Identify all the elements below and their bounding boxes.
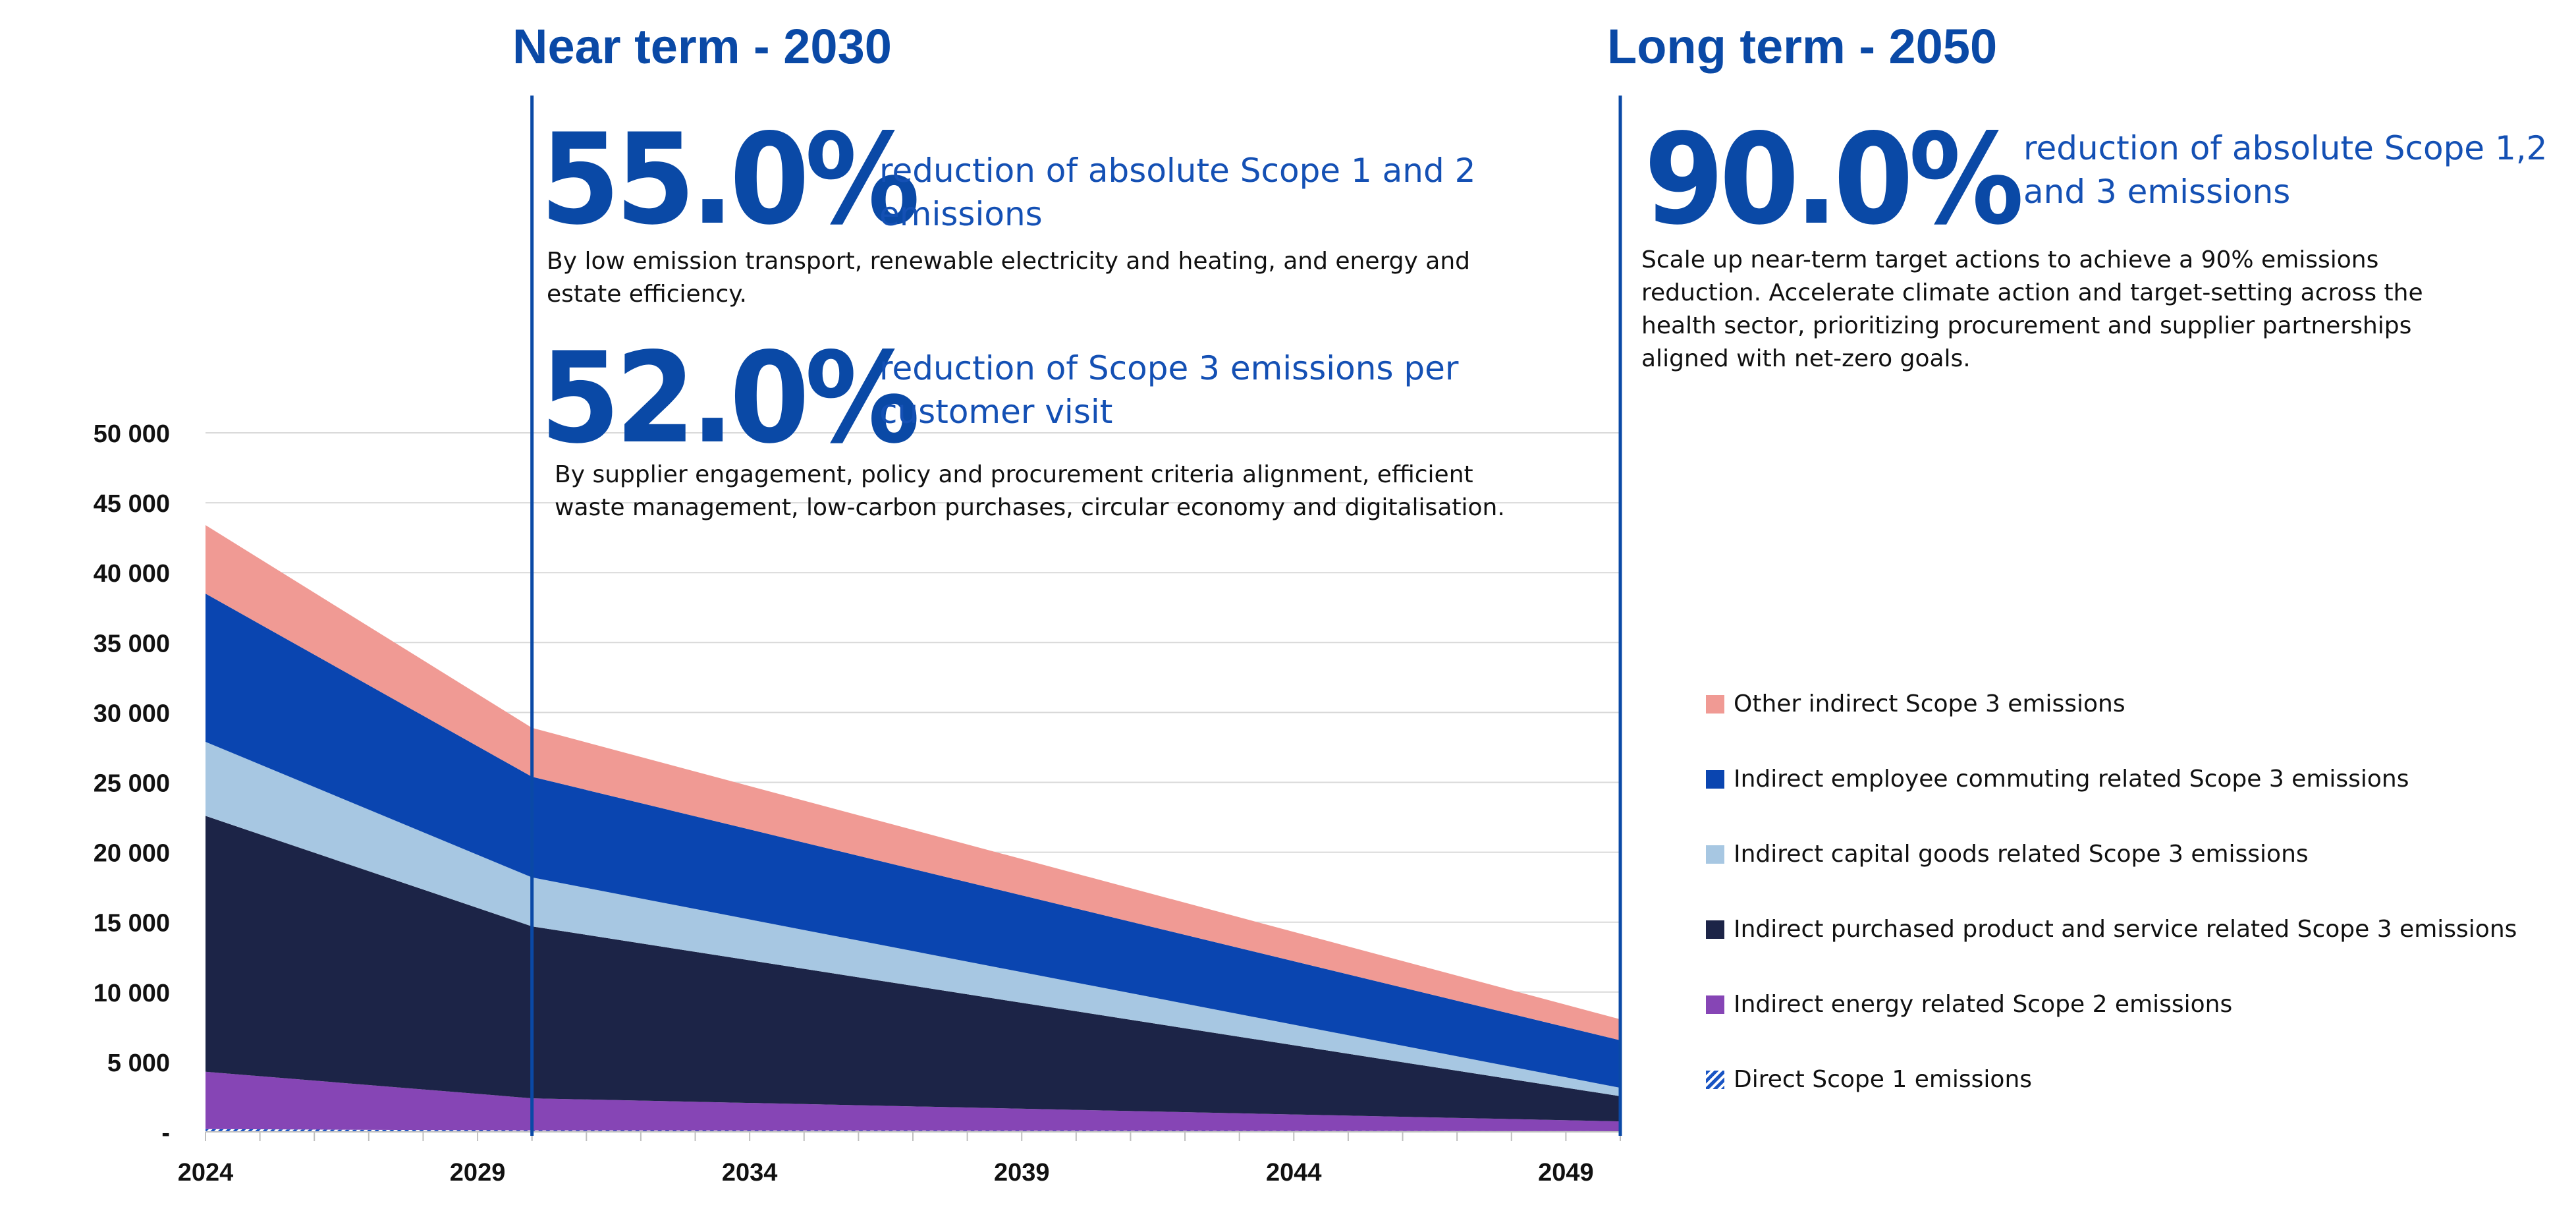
legend-swatch [1706, 1070, 1724, 1089]
legend-swatch [1706, 845, 1724, 864]
x-tick-label: 2039 [994, 1159, 1050, 1187]
x-tick-labels: 2024 2029 2034 2039 2044 2049 [178, 1159, 1594, 1187]
legend-label: Indirect energy related Scope 2 emission… [1734, 991, 2233, 1018]
area-series-2 [206, 816, 1620, 1122]
y-tick-label: - [161, 1119, 170, 1147]
legend-label: Other indirect Scope 3 emissions [1734, 690, 2125, 717]
legend-swatch [1706, 770, 1724, 789]
axes [205, 1131, 1621, 1141]
legend-item: Indirect employee commuting related Scop… [1706, 766, 2409, 793]
legend-swatch [1706, 995, 1724, 1014]
long-term-target-description: Scale up near-term target actions to ach… [1641, 246, 2423, 372]
legend-label: Direct Scope 1 emissions [1734, 1066, 2033, 1093]
long-term-target-label: reduction of absolute Scope 1,2 and 3 em… [2023, 129, 2548, 211]
legend-swatch [1706, 694, 1724, 714]
legend-swatch [1706, 920, 1724, 939]
y-tick-labels: - 5 000 10 000 15 000 20 000 25 000 30 000 35 0… [94, 420, 170, 1147]
x-tick-label: 2034 [722, 1159, 778, 1187]
y-tick-label: 30 000 [94, 700, 170, 727]
area-series-4 [206, 594, 1620, 1088]
near-term-target1-label: reduction of absolute Scope 1 and 2 emis… [879, 152, 1476, 233]
legend-label: Indirect purchased product and service r… [1734, 916, 2517, 943]
near-term-target2-value: 52.0% [540, 325, 920, 471]
x-tick-label: 2029 [450, 1159, 506, 1187]
legend-label: Indirect employee commuting related Scop… [1734, 766, 2409, 793]
area-series-3 [206, 741, 1620, 1096]
y-tick-label: 5 000 [107, 1050, 170, 1077]
y-tick-label: 35 000 [94, 630, 170, 658]
y-tick-label: 50 000 [94, 420, 170, 448]
long-term-heading: Long term - 2050 [1607, 19, 1998, 74]
long-term-target-value: 90.0% [1644, 107, 2024, 252]
y-tick-label: 45 000 [94, 490, 170, 518]
y-tick-label: 40 000 [94, 560, 170, 588]
area-series [206, 525, 1620, 1132]
area-series-5 [206, 525, 1620, 1041]
area-series-0 [206, 1129, 1620, 1132]
near-term-target2-description: By supplier engagement, policy and procu… [555, 461, 1505, 521]
x-tick-label: 2024 [178, 1159, 234, 1187]
area-series-1 [206, 1071, 1620, 1131]
legend-label: Indirect capital goods related Scope 3 e… [1734, 841, 2309, 868]
x-tick-label: 2049 [1538, 1159, 1594, 1187]
legend-item: Indirect purchased product and service r… [1706, 916, 2517, 943]
target-year-markers [530, 96, 1622, 1136]
legend-item: Indirect energy related Scope 2 emission… [1706, 991, 2232, 1018]
y-tick-label: 25 000 [94, 770, 170, 798]
y-tick-label: 10 000 [94, 980, 170, 1007]
legend-item: Indirect capital goods related Scope 3 e… [1706, 841, 2309, 868]
legend-item: Direct Scope 1 emissions [1706, 1066, 2032, 1093]
near-term-heading: Near term - 2030 [512, 19, 892, 74]
near-term-target1-value: 55.0% [540, 107, 920, 252]
legend-item: Other indirect Scope 3 emissions [1706, 690, 2125, 717]
y-tick-label: 20 000 [94, 840, 170, 868]
x-tick-label: 2044 [1266, 1159, 1322, 1187]
near-term-target1-description: By low emission transport, renewable ele… [547, 248, 1470, 308]
near-term-target2-label: reduction of Scope 3 emissions per custo… [879, 349, 1459, 431]
y-tick-label: 15 000 [94, 910, 170, 938]
